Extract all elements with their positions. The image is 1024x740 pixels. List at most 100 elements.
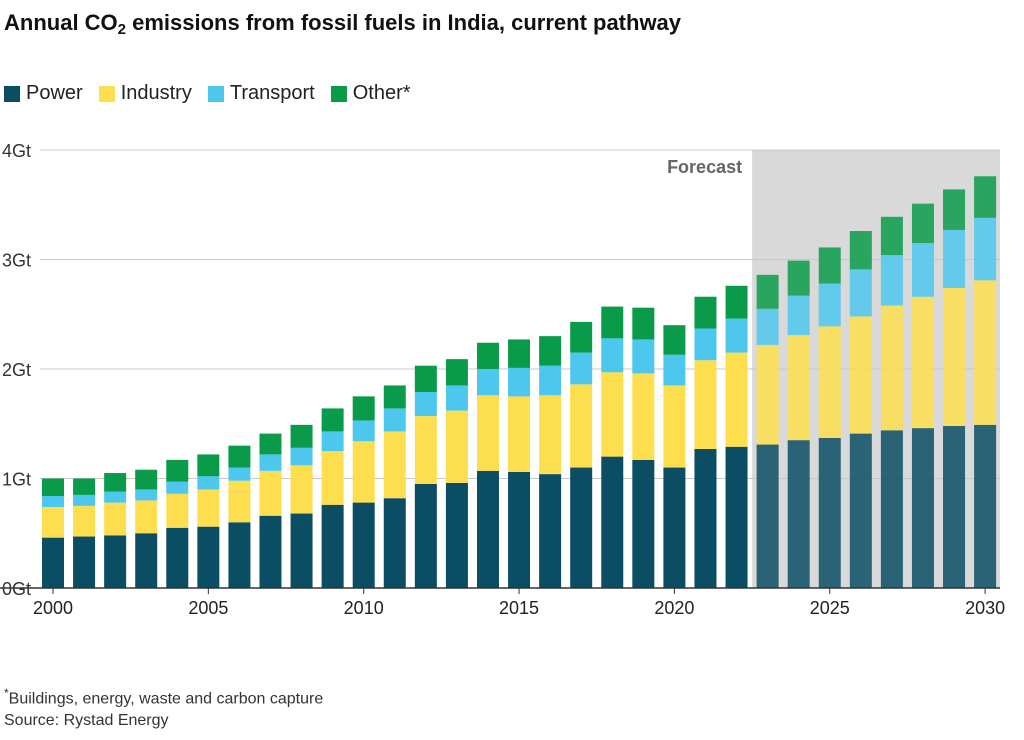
bar-transport-2026 bbox=[849, 269, 872, 317]
bar-transport-2008 bbox=[290, 447, 313, 466]
bar-power-2011 bbox=[383, 498, 406, 588]
legend-item-industry: Industry bbox=[98, 82, 192, 105]
bar-industry-2002 bbox=[104, 502, 127, 536]
bar-other-2004 bbox=[166, 459, 189, 482]
bar-industry-2007 bbox=[259, 470, 282, 516]
bar-power-2000 bbox=[42, 537, 64, 588]
bar-transport-2029 bbox=[943, 229, 966, 288]
bar-industry-2028 bbox=[911, 296, 934, 429]
bar-transport-2030 bbox=[974, 217, 997, 281]
bar-power-2022 bbox=[725, 446, 748, 588]
bar-industry-2010 bbox=[352, 441, 375, 503]
bar-other-2006 bbox=[228, 445, 251, 468]
legend-label: Transport bbox=[229, 82, 315, 104]
bar-other-2005 bbox=[197, 454, 220, 477]
bar-power-2009 bbox=[321, 504, 344, 588]
bar-power-2021 bbox=[694, 448, 717, 588]
bar-transport-2016 bbox=[539, 365, 562, 396]
bar-transport-2020 bbox=[663, 354, 686, 386]
bar-power-2012 bbox=[414, 483, 437, 588]
y-tick-label: 4Gt bbox=[2, 141, 31, 161]
bar-industry-2012 bbox=[414, 416, 437, 484]
bar-industry-2014 bbox=[476, 395, 499, 471]
bar-power-2007 bbox=[259, 515, 282, 588]
bar-power-2018 bbox=[601, 456, 624, 588]
bar-transport-2012 bbox=[414, 391, 437, 417]
bar-transport-2021 bbox=[694, 328, 717, 361]
bar-transport-2006 bbox=[228, 467, 251, 481]
bar-industry-2027 bbox=[880, 305, 903, 431]
bar-other-2026 bbox=[849, 231, 872, 270]
x-tick-label: 2010 bbox=[344, 598, 384, 618]
bar-transport-2001 bbox=[73, 494, 96, 506]
bar-transport-2024 bbox=[787, 295, 810, 336]
legend-swatch bbox=[207, 85, 224, 102]
legend-label: Other* bbox=[352, 82, 411, 104]
bar-power-2001 bbox=[73, 536, 96, 588]
bar-power-2005 bbox=[197, 526, 220, 588]
bar-other-2009 bbox=[321, 408, 344, 432]
bar-other-2030 bbox=[974, 176, 997, 218]
legend: Power Industry Transport Other* bbox=[4, 82, 427, 105]
bar-industry-2022 bbox=[725, 352, 748, 447]
forecast-label: Forecast bbox=[667, 157, 742, 177]
bar-power-2003 bbox=[135, 533, 158, 588]
bar-power-2020 bbox=[663, 467, 686, 588]
x-tick-label: 2030 bbox=[965, 598, 1005, 618]
legend-swatch bbox=[330, 85, 347, 102]
bar-power-2024 bbox=[787, 440, 810, 588]
bar-power-2002 bbox=[104, 535, 127, 588]
bar-transport-2015 bbox=[508, 367, 531, 397]
bar-other-2023 bbox=[756, 274, 779, 309]
bar-other-2025 bbox=[818, 247, 841, 284]
bar-industry-2018 bbox=[601, 372, 624, 457]
bar-transport-2023 bbox=[756, 308, 779, 345]
legend-swatch bbox=[4, 85, 20, 102]
x-tick-label: 2000 bbox=[33, 598, 73, 618]
bar-transport-2028 bbox=[911, 243, 934, 297]
bar-transport-2013 bbox=[445, 385, 468, 411]
bar-industry-2009 bbox=[321, 451, 344, 505]
footnote: *Buildings, energy, waste and carbon cap… bbox=[4, 686, 323, 708]
bar-industry-2023 bbox=[756, 344, 779, 445]
bar-transport-2027 bbox=[880, 255, 903, 306]
bar-power-2027 bbox=[880, 430, 903, 588]
title-main: Annual CO bbox=[4, 10, 118, 35]
bar-transport-2010 bbox=[352, 420, 375, 442]
bar-transport-2017 bbox=[570, 352, 593, 385]
source-note: Source: Rystad Energy bbox=[4, 712, 169, 729]
bar-industry-2029 bbox=[943, 287, 966, 426]
bar-transport-2002 bbox=[104, 491, 127, 503]
bar-industry-2004 bbox=[166, 493, 189, 528]
bar-other-2022 bbox=[725, 285, 748, 319]
bar-other-2028 bbox=[911, 203, 934, 244]
legend-item-other: Other* bbox=[330, 82, 411, 105]
bar-other-2016 bbox=[539, 336, 562, 366]
bar-other-2001 bbox=[73, 478, 96, 495]
bar-industry-2015 bbox=[508, 396, 531, 472]
bar-power-2017 bbox=[570, 467, 593, 588]
bar-other-2002 bbox=[104, 473, 127, 492]
bar-power-2019 bbox=[632, 459, 655, 588]
bar-transport-2019 bbox=[632, 339, 655, 374]
legend-item-power: Power bbox=[4, 82, 83, 105]
bar-power-2014 bbox=[476, 470, 499, 588]
bar-transport-2004 bbox=[166, 481, 189, 494]
bar-industry-2008 bbox=[290, 465, 313, 514]
bar-other-2018 bbox=[601, 306, 624, 339]
bar-transport-2000 bbox=[42, 496, 64, 507]
bar-transport-2022 bbox=[725, 318, 748, 353]
bar-power-2016 bbox=[539, 474, 562, 588]
bar-power-2029 bbox=[943, 425, 966, 588]
bar-other-2010 bbox=[352, 396, 375, 421]
bar-transport-2018 bbox=[601, 338, 624, 373]
bar-other-2000 bbox=[42, 478, 64, 497]
bar-transport-2025 bbox=[818, 283, 841, 327]
x-tick-label: 2005 bbox=[188, 598, 228, 618]
bar-other-2021 bbox=[694, 296, 717, 329]
bar-other-2020 bbox=[663, 325, 686, 355]
bar-power-2025 bbox=[818, 437, 841, 588]
bar-other-2007 bbox=[259, 433, 282, 455]
y-tick-label: 3Gt bbox=[2, 251, 31, 271]
bar-industry-2017 bbox=[570, 384, 593, 468]
